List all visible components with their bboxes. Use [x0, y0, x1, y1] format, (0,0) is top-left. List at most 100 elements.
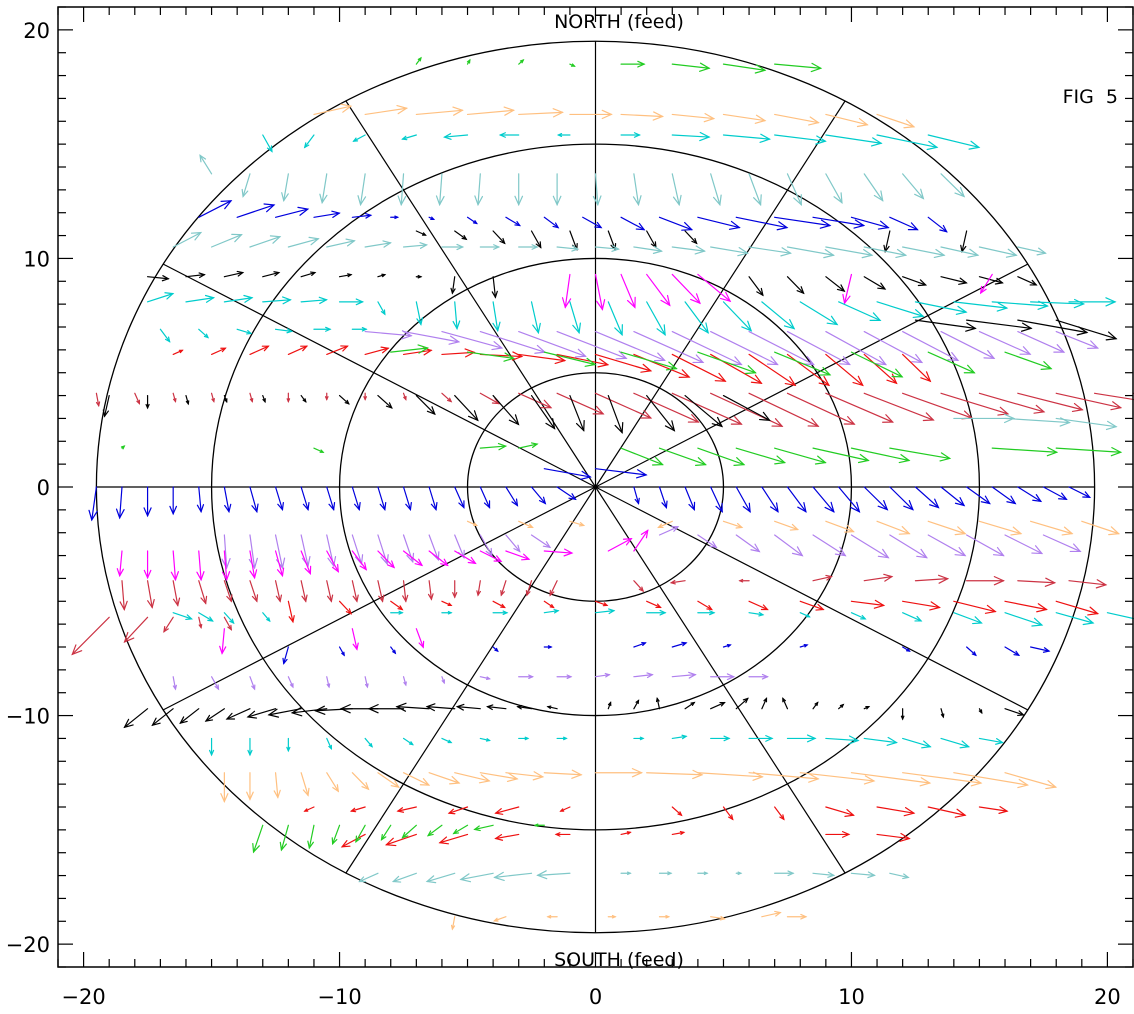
arrow-head: [511, 351, 524, 361]
arrow-shaft: [474, 824, 494, 831]
vector-arrow: [594, 672, 611, 678]
arrow-shaft: [1004, 708, 1025, 716]
vector-arrow: [119, 580, 128, 611]
arrow-shaft: [889, 534, 928, 559]
vector-arrow: [876, 134, 939, 151]
vector-arrow: [262, 612, 271, 623]
arrow-head: [566, 674, 573, 680]
vector-arrow: [889, 534, 928, 559]
vector-arrow: [1042, 534, 1082, 553]
vector-arrow: [748, 772, 820, 783]
vector-arrow: [735, 697, 749, 710]
arrow-head: [914, 615, 923, 622]
arrow-shaft: [402, 330, 460, 343]
arrow-shaft: [825, 806, 855, 816]
arrow-head: [417, 274, 423, 279]
vector-arrow: [646, 301, 666, 337]
vector-arrow: [518, 330, 587, 358]
vector-arrow: [300, 394, 307, 403]
arrow-head: [654, 352, 666, 362]
arrow-shaft: [812, 447, 869, 462]
vector-arrow: [774, 62, 823, 73]
arrow-head: [308, 236, 320, 246]
vector-arrow: [774, 134, 827, 145]
arrow-head: [207, 616, 214, 622]
arrow-shaft: [633, 699, 640, 710]
vector-arrow: [633, 529, 649, 552]
vector-arrow: [196, 550, 205, 582]
arrow-head: [251, 503, 259, 514]
arrow-head: [1061, 526, 1074, 536]
arrow-shaft: [364, 330, 412, 337]
arrow-shaft: [454, 486, 465, 509]
arrow-head: [730, 356, 743, 366]
vector-arrow: [377, 772, 400, 788]
vector-arrow: [326, 486, 336, 512]
vector-arrow: [556, 674, 573, 680]
arrow-head: [491, 341, 504, 351]
arrow-shaft: [172, 676, 177, 690]
vector-arrow: [646, 769, 704, 780]
vector-arrow: [902, 330, 960, 362]
arrow-shaft: [863, 330, 923, 364]
vector-arrow: [415, 106, 464, 116]
vector-arrow: [812, 447, 870, 464]
arrow-head: [1020, 322, 1033, 332]
arrow-shaft: [697, 534, 717, 548]
arrow-shaft: [991, 447, 1058, 453]
arrow-shaft: [966, 534, 1005, 557]
arrow-shaft: [991, 301, 1049, 307]
vector-arrow: [274, 486, 284, 512]
arrow-shaft: [684, 230, 698, 244]
vector-arrow: [633, 486, 640, 505]
arrow-shaft: [396, 706, 430, 710]
arrow-head: [1017, 710, 1025, 717]
arrow-head: [472, 220, 478, 225]
vector-arrow: [290, 707, 328, 717]
arrow-shaft: [914, 301, 967, 313]
vector-arrow: [552, 173, 562, 207]
arrow-head: [827, 871, 836, 878]
arrow-head: [640, 363, 653, 373]
vector-arrow: [978, 806, 1009, 814]
arrow-head: [818, 375, 831, 387]
arrow-head: [708, 610, 716, 616]
arrow-shaft: [304, 134, 315, 148]
arrow-shaft: [172, 612, 193, 620]
vector-arrow: [223, 270, 245, 278]
arrow-shaft: [1030, 520, 1073, 535]
arrow-head: [241, 188, 249, 198]
vector-arrow: [351, 550, 368, 571]
arrow-head: [185, 614, 194, 621]
arrow-head: [636, 469, 648, 479]
vector-arrow: [287, 236, 320, 248]
arrow-shaft: [722, 113, 766, 122]
arrow-head: [493, 917, 499, 922]
vector-arrow: [307, 824, 315, 850]
vector-arrow: [786, 276, 805, 295]
arrow-head: [221, 571, 231, 582]
arrow-shaft: [774, 447, 826, 464]
vector-arrow: [338, 600, 353, 615]
arrow-shaft: [1055, 417, 1117, 428]
vector-arrow: [620, 351, 678, 371]
arrow-head: [592, 195, 602, 207]
vector-arrow: [351, 628, 359, 651]
arrow-head: [690, 293, 701, 305]
arrow-shaft: [569, 520, 585, 527]
vector-arrow: [607, 394, 624, 434]
arrow-shaft: [359, 173, 366, 206]
arrow-shaft: [825, 353, 864, 386]
arrow-head: [492, 321, 501, 333]
vector-arrow: [479, 534, 493, 557]
arrow-shaft: [748, 612, 764, 616]
arrow-shaft: [326, 486, 335, 511]
arrow-head: [1029, 279, 1038, 286]
vector-arrow: [850, 599, 886, 609]
arrow-shaft: [300, 534, 309, 567]
arrow-head: [690, 701, 696, 706]
arrow-head: [779, 814, 785, 821]
arrow-head: [248, 557, 258, 570]
vector-arrow: [425, 872, 456, 884]
vector-arrow: [556, 330, 628, 360]
